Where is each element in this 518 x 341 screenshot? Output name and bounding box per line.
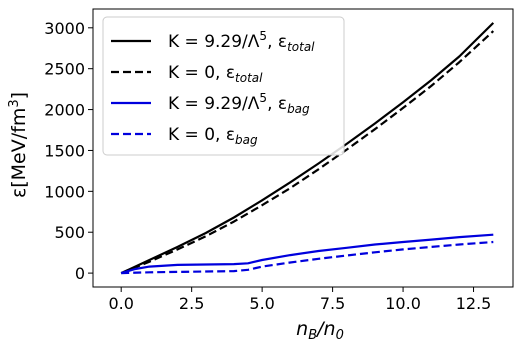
x-label-sub2: 0 <box>336 328 344 341</box>
legend-label-1: K = 0, εtotal <box>168 63 263 85</box>
x-tick-label: 5.0 <box>249 294 274 313</box>
x-label-sub: B <box>308 328 317 341</box>
series-line-0 <box>120 22 495 275</box>
x-tick-label: 7.5 <box>320 294 345 313</box>
legend-label-mid: , ε <box>267 94 287 114</box>
x-label-main: n <box>296 318 308 340</box>
legend-label-3: K = 0, εbag <box>168 125 258 147</box>
legend-label-0: K = 9.29/Λ5, εtotal <box>168 29 315 54</box>
series-layer <box>120 22 495 275</box>
y-label-main: ε[MeV/fm <box>8 108 30 198</box>
series-line-3 <box>121 240 494 275</box>
y-axis-label: ε[MeV/fm3] <box>7 92 30 198</box>
x-label-tail: /n <box>315 318 335 340</box>
x-tick-label: 2.5 <box>179 294 204 313</box>
series-line-2 <box>120 233 494 275</box>
y-tick-label: 1500 <box>44 141 85 160</box>
y-tick-label: 0 <box>75 264 85 283</box>
legend-label-sub: bag <box>235 133 258 147</box>
legend-label-pre: K = 9.29/Λ <box>168 94 260 114</box>
legend-label-sub: bag <box>287 102 310 116</box>
legend-label-sub: total <box>287 40 315 54</box>
y-tick-label: 2500 <box>44 60 85 79</box>
x-tick-label: 12.5 <box>456 294 492 313</box>
plot-frame <box>92 8 514 288</box>
legend-label-pre: K = 0, ε <box>168 125 235 145</box>
legend-label-sup: 5 <box>259 29 267 43</box>
legend-box <box>102 16 345 156</box>
y-tick-label: 500 <box>54 223 85 242</box>
legend-label-pre: K = 0, ε <box>168 63 235 83</box>
y-label-sup: 3 <box>7 99 22 107</box>
x-axis-label: nB/n0 <box>296 318 344 341</box>
legend-label-pre: K = 9.29/Λ <box>168 32 260 52</box>
x-tick-label: 0.0 <box>108 294 133 313</box>
y-tick-label: 2000 <box>44 101 85 120</box>
x-axis: 0.0 2.5 5.0 7.5 10.0 12.5 <box>108 287 491 313</box>
legend-label-mid: , ε <box>267 32 287 52</box>
legend-label-sub: total <box>235 71 263 85</box>
series-line-1 <box>120 30 495 275</box>
y-axis: 0 500 1000 1500 2000 2500 3000 <box>44 19 93 283</box>
y-tick-label: 3000 <box>44 19 85 38</box>
legend-label-2: K = 9.29/Λ5, εbag <box>168 91 310 116</box>
x-tick-label: 10.0 <box>385 294 421 313</box>
y-tick-label: 1000 <box>44 182 85 201</box>
legend-label-sup: 5 <box>259 91 267 105</box>
y-label-tail: ] <box>8 92 30 99</box>
